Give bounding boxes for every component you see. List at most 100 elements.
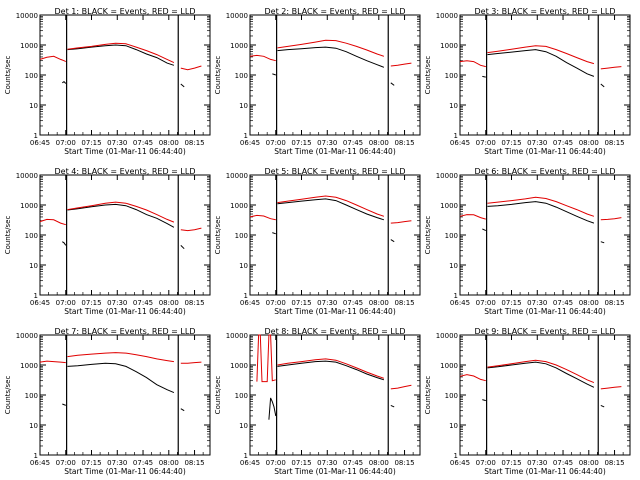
- y-tick-label: 1: [454, 292, 458, 300]
- y-tick-label: 10: [449, 102, 458, 110]
- x-axis-label: Start Time (01-Mar-11 06:44:40): [64, 147, 186, 156]
- panel-title: Det 1: BLACK = Events, RED = LLD: [55, 7, 196, 16]
- y-axis-label: Counts/sec: [4, 56, 12, 95]
- y-tick-label: 100: [445, 72, 458, 80]
- series-lld-line: [180, 361, 202, 364]
- plot-frame: [249, 174, 421, 296]
- y-tick-label: 10: [239, 102, 248, 110]
- plot-frame: [459, 334, 631, 456]
- x-tick-label: 07:45: [553, 299, 573, 307]
- x-tick-label: 06:45: [30, 139, 50, 147]
- y-tick-label: 100: [25, 392, 38, 400]
- series-events-line: [180, 245, 185, 250]
- x-tick-label: 08:15: [394, 139, 414, 147]
- x-tick-label: 07:45: [343, 299, 363, 307]
- x-tick-label: 08:00: [369, 299, 389, 307]
- series-events-line: [67, 362, 175, 394]
- y-tick-label: 1000: [440, 362, 458, 370]
- series-lld-line: [277, 358, 385, 379]
- x-tick-label: 07:30: [107, 139, 127, 147]
- x-tick-label: 07:30: [107, 299, 127, 307]
- panel-title: Det 2: BLACK = Events, RED = LLD: [265, 7, 406, 16]
- x-tick-label: 06:45: [240, 459, 260, 467]
- series-events-line: [390, 239, 395, 243]
- x-tick-label: 07:15: [291, 299, 311, 307]
- y-axis-label: Counts/sec: [424, 376, 432, 415]
- x-tick-label: 08:00: [159, 139, 179, 147]
- panel-det-1: Det 1: BLACK = Events, RED = LLD 1 10 100 10…: [4, 7, 211, 156]
- series-lld-line: [459, 60, 486, 68]
- x-tick-label: 07:15: [501, 299, 521, 307]
- x-axis-label: Start Time (01-Mar-11 06:44:40): [484, 147, 606, 156]
- y-tick-label: 10000: [226, 172, 248, 180]
- x-tick-label: 07:00: [476, 139, 496, 147]
- x-tick-label: 08:15: [184, 139, 204, 147]
- y-tick-label: 10: [449, 262, 458, 270]
- panel-title: Det 4: BLACK = Events, RED = LLD: [55, 167, 196, 176]
- series-lld-line: [67, 42, 175, 64]
- series-lld-line: [459, 214, 486, 220]
- series-events-line: [67, 44, 175, 66]
- x-tick-label: 08:15: [604, 139, 624, 147]
- series-events-line: [268, 397, 277, 420]
- x-tick-label: 07:15: [501, 459, 521, 467]
- y-tick-label: 100: [235, 392, 248, 400]
- series-lld-line: [67, 352, 174, 363]
- series-events-line: [390, 82, 395, 86]
- series-events-line: [62, 403, 66, 406]
- panel-det-6: Det 6: BLACK = Events, RED = LLD 1 10 100 10…: [424, 167, 631, 316]
- x-tick-label: 07:30: [317, 139, 337, 147]
- series-events-line: [180, 83, 185, 88]
- x-axis-label: Start Time (01-Mar-11 06:44:40): [64, 467, 186, 476]
- x-tick-label: 07:30: [527, 299, 547, 307]
- y-tick-label: 100: [445, 232, 458, 240]
- x-tick-label: 07:00: [476, 299, 496, 307]
- x-tick-label: 07:45: [343, 459, 363, 467]
- x-axis-label: Start Time (01-Mar-11 06:44:40): [274, 307, 396, 316]
- series-lld-line: [487, 196, 595, 217]
- y-tick-label: 1: [244, 452, 248, 460]
- x-tick-label: 07:15: [291, 139, 311, 147]
- y-tick-label: 10000: [16, 172, 38, 180]
- x-tick-label: 08:15: [394, 459, 414, 467]
- x-tick-label: 07:00: [56, 139, 76, 147]
- x-tick-label: 07:30: [527, 459, 547, 467]
- panel-det-3: Det 3: BLACK = Events, RED = LLD 1 10 100 10…: [424, 7, 631, 156]
- y-tick-label: 10: [239, 262, 248, 270]
- x-tick-label: 07:00: [266, 299, 286, 307]
- x-tick-label: 08:15: [604, 299, 624, 307]
- series-lld-line: [67, 201, 175, 223]
- y-tick-label: 10000: [226, 12, 248, 20]
- y-tick-label: 100: [235, 72, 248, 80]
- x-tick-label: 07:45: [133, 139, 153, 147]
- series-lld-line: [256, 334, 276, 383]
- series-lld-line: [249, 214, 276, 221]
- y-axis-label: Counts/sec: [214, 216, 222, 255]
- series-events-line: [277, 360, 385, 381]
- panel-det-8: Det 8: BLACK = Events, RED = LLD 1 10 100 10…: [214, 327, 421, 476]
- series-lld-line: [487, 45, 595, 65]
- y-tick-label: 1000: [440, 202, 458, 210]
- y-tick-label: 1: [34, 452, 38, 460]
- x-tick-label: 07:45: [343, 139, 363, 147]
- y-axis-label: Counts/sec: [4, 216, 12, 255]
- series-lld-line: [39, 218, 66, 226]
- x-tick-label: 07:15: [81, 459, 101, 467]
- plot-frame: [249, 334, 421, 456]
- y-tick-label: 1000: [20, 362, 38, 370]
- x-tick-label: 06:45: [450, 459, 470, 467]
- y-tick-label: 100: [445, 392, 458, 400]
- y-tick-label: 1: [34, 292, 38, 300]
- x-tick-label: 08:00: [579, 139, 599, 147]
- plot-frame: [39, 14, 211, 136]
- x-tick-label: 06:45: [450, 139, 470, 147]
- series-events-line: [600, 404, 605, 408]
- series-events-line: [482, 399, 486, 402]
- y-tick-label: 10: [449, 422, 458, 430]
- series-events-line: [277, 198, 385, 221]
- y-axis-label: Counts/sec: [214, 56, 222, 95]
- panel-title: Det 5: BLACK = Events, RED = LLD: [265, 167, 406, 176]
- series-lld-line: [600, 66, 622, 70]
- series-events-line: [487, 49, 595, 77]
